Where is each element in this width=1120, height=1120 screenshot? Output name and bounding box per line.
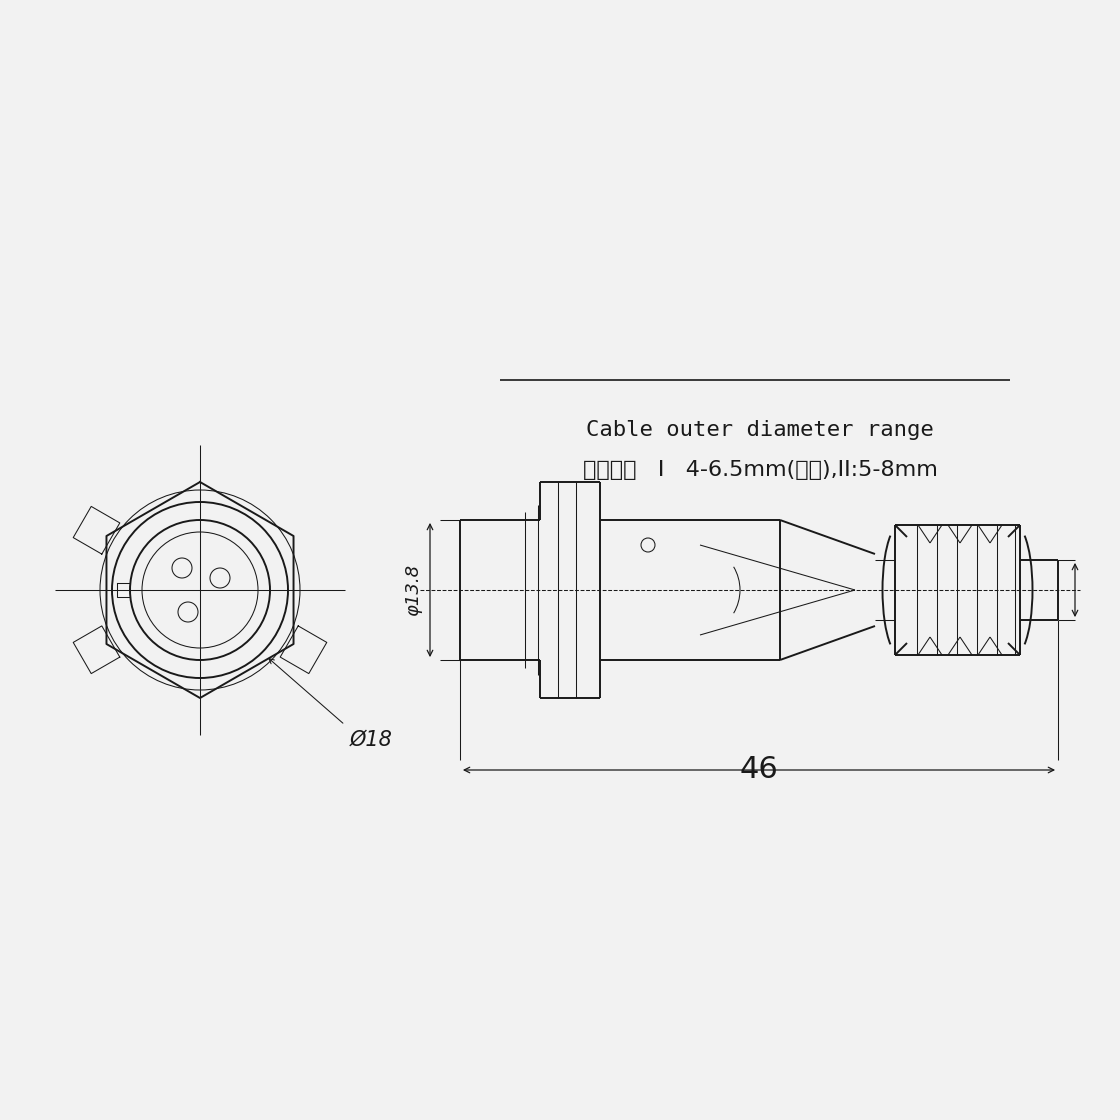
Text: 46: 46 [739, 755, 778, 784]
Text: φ13.8: φ13.8 [404, 564, 422, 616]
Text: Cable outer diameter range: Cable outer diameter range [586, 420, 934, 440]
Text: Ø18: Ø18 [351, 730, 393, 750]
Text: 电缆直径   I   4-6.5mm(不标),II:5-8mm: 电缆直径 I 4-6.5mm(不标),II:5-8mm [582, 460, 937, 480]
